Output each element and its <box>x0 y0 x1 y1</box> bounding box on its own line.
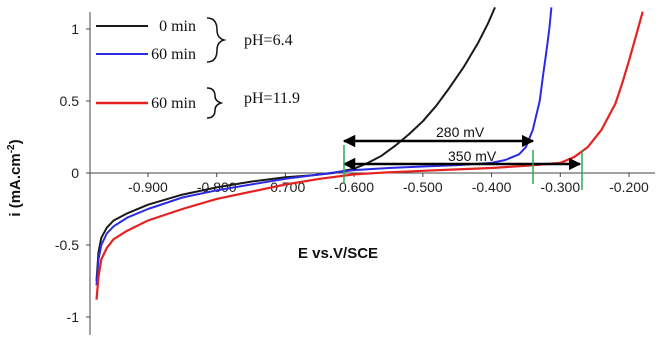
legend-label-60min-ph64: 60 min <box>151 46 196 63</box>
series-line-60min-ph119 <box>95 11 644 300</box>
legend-label-0min: 0 min <box>159 18 196 35</box>
brace-ph119 <box>206 87 224 119</box>
y-tick-label: -1 <box>67 309 80 325</box>
x-tick-label: -0.300 <box>540 179 580 195</box>
y-tick-label: 0 <box>71 165 79 181</box>
y-axis-title-sup: -2 <box>6 144 17 153</box>
annotation-350mv: 350 mV <box>448 148 497 164</box>
y-axis-title-close: ) <box>7 139 24 144</box>
brace-ph64 <box>206 17 227 63</box>
annotation-group: 280 mV 350 mV <box>342 124 583 190</box>
y-tick-label: 0.5 <box>60 93 80 109</box>
group-label-ph119: pH=11.9 <box>244 90 300 107</box>
x-axis-title: E vs.V/SCE <box>298 245 378 262</box>
y-axis-title-main: i (mA.cm <box>7 153 24 216</box>
legend-label-60min-ph119: 60 min <box>151 95 196 112</box>
y-tick-label: -0.5 <box>55 237 79 253</box>
x-tick-label: -0.600 <box>334 179 374 195</box>
x-tick-label: -0.400 <box>472 179 512 195</box>
x-tick-label: -0.500 <box>403 179 443 195</box>
x-tick-label: -0.900 <box>128 179 168 195</box>
y-tick-label: 1 <box>71 21 79 37</box>
x-tick-group: -0.900 -0.800 -0.700 -0.600 -0.500 -0.400 -0.3… <box>128 173 649 195</box>
y-axis-title: i (mA.cm-2) <box>6 139 24 216</box>
annotation-280mv: 280 mV <box>436 124 485 140</box>
x-tick-label: -0.200 <box>609 179 649 195</box>
group-label-ph64: pH=6.4 <box>244 32 293 49</box>
y-tick-group: 1 0.5 0 -0.5 -1 <box>55 21 90 325</box>
legend: 0 min 60 min 60 min pH=6.4 pH=11.9 <box>96 17 300 119</box>
